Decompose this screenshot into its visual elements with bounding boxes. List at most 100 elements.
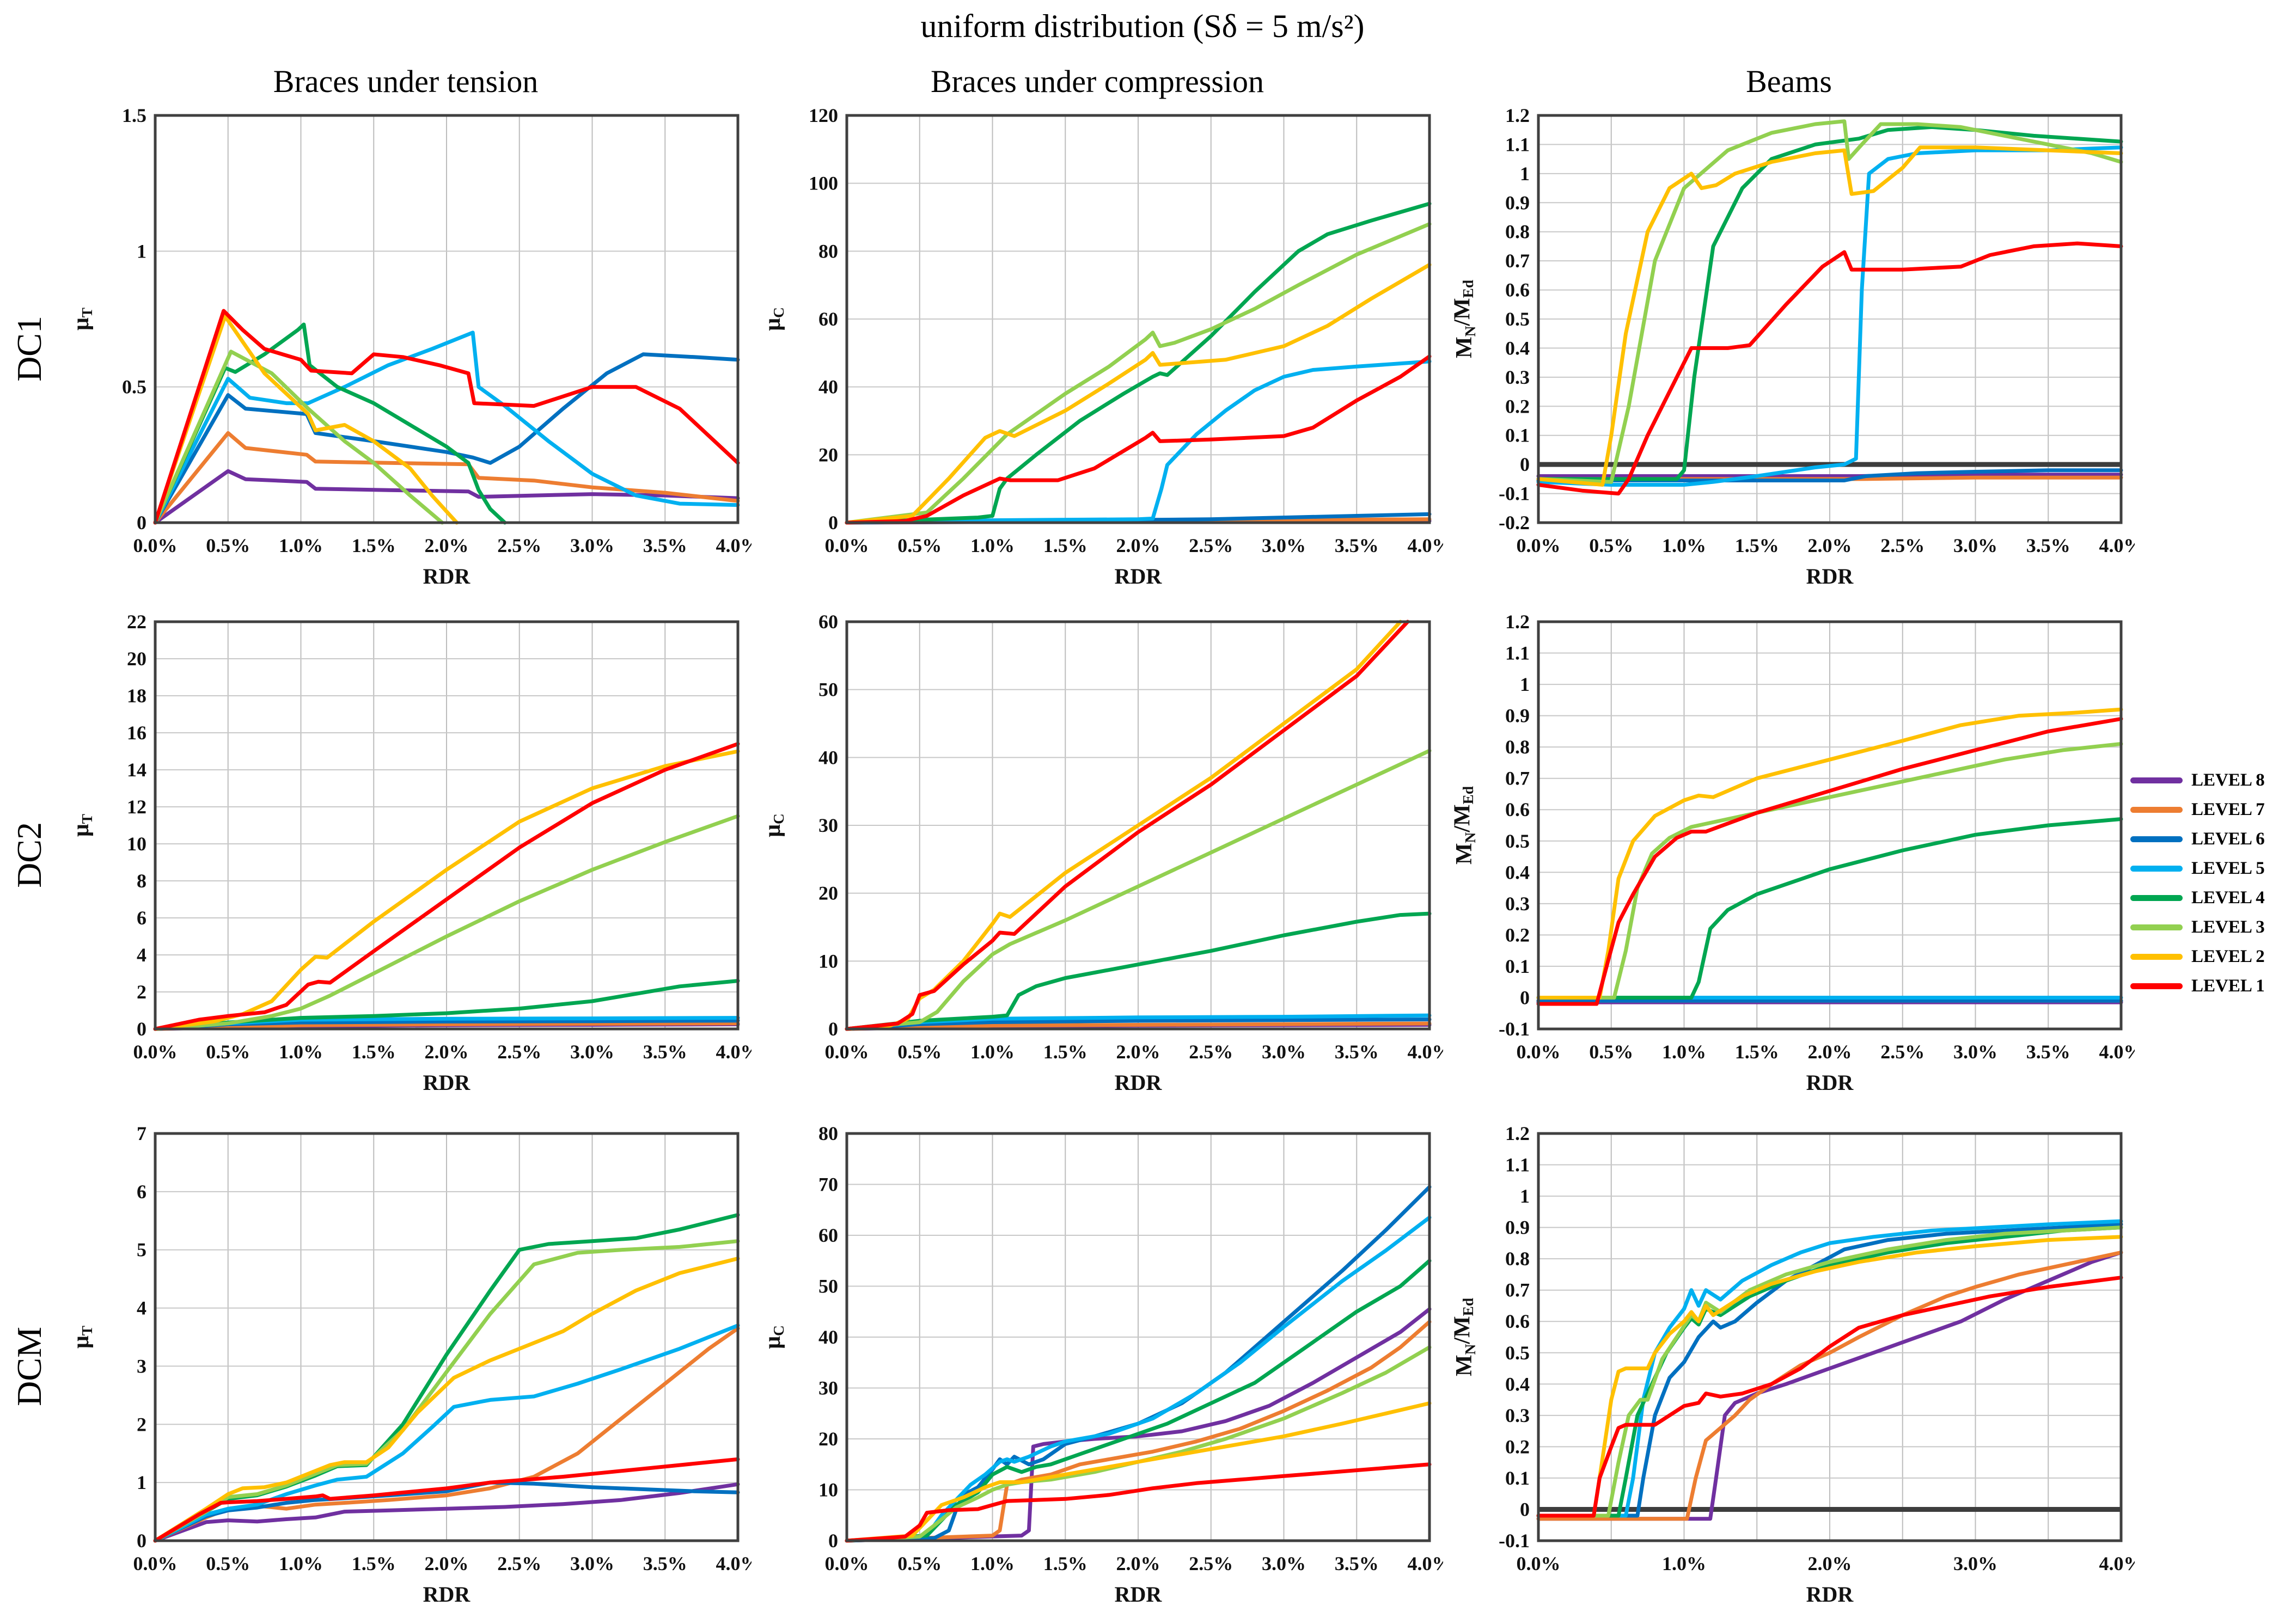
svg-text:0.5%: 0.5% [897, 1553, 942, 1574]
legend-item-level-7: LEVEL 7 [2130, 795, 2285, 824]
svg-text:6: 6 [137, 907, 146, 929]
svg-text:0.5: 0.5 [1505, 1342, 1530, 1364]
svg-text:4.0%: 4.0% [2099, 535, 2135, 556]
svg-text:1: 1 [137, 1472, 146, 1493]
svg-text:0.5%: 0.5% [897, 1041, 942, 1063]
svg-text:3.5%: 3.5% [643, 1041, 687, 1063]
svg-text:0.5%: 0.5% [1589, 535, 1633, 556]
legend-label-level-4: LEVEL 4 [2191, 887, 2265, 908]
svg-text:0.8: 0.8 [1505, 736, 1530, 758]
svg-text:MN/MEd: MN/MEd [1450, 1298, 1478, 1376]
svg-text:3.5%: 3.5% [1335, 535, 1379, 556]
legend-item-level-4: LEVEL 4 [2130, 883, 2285, 912]
svg-text:2.0%: 2.0% [425, 1041, 469, 1063]
svg-text:RDR: RDR [1806, 1070, 1854, 1095]
svg-text:1.0%: 1.0% [1662, 535, 1706, 556]
figure-title: uniform distribution (Sδ = 5 m/s²) [920, 8, 1365, 44]
svg-text:0.3: 0.3 [1505, 366, 1530, 388]
legend-swatch-level-5 [2130, 865, 2183, 872]
svg-text:8: 8 [137, 870, 146, 892]
svg-text:3.0%: 3.0% [1953, 1553, 1997, 1574]
svg-text:1.5%: 1.5% [352, 535, 396, 556]
svg-text:0.5%: 0.5% [206, 1553, 250, 1574]
legend-label-level-5: LEVEL 5 [2191, 858, 2265, 878]
svg-text:MN/MEd: MN/MEd [1450, 280, 1478, 358]
svg-text:μC: μC [760, 813, 787, 837]
svg-text:RDR: RDR [1115, 1070, 1163, 1095]
svg-text:μC: μC [760, 1325, 787, 1349]
svg-text:2.5%: 2.5% [1189, 1553, 1233, 1574]
svg-text:4.0%: 4.0% [2099, 1041, 2135, 1063]
svg-text:0.7: 0.7 [1505, 768, 1530, 789]
svg-text:2.5%: 2.5% [1880, 1041, 1924, 1063]
svg-text:2.0%: 2.0% [425, 535, 469, 556]
svg-text:2.5%: 2.5% [1880, 535, 1924, 556]
svg-text:1: 1 [1520, 673, 1530, 695]
chart-dc2-beams: -0.1 0 0.1 0.2 0.3 0.4 0.5 0.6 0.7 0.8 0.9 1 1.1 1.2 0… [1443, 610, 2143, 1100]
svg-text:MN/MEd: MN/MEd [1450, 786, 1478, 865]
svg-text:0.4: 0.4 [1505, 1373, 1530, 1395]
svg-text:3.0%: 3.0% [570, 535, 614, 556]
legend-item-level-5: LEVEL 5 [2130, 854, 2285, 883]
legend-label-level-2: LEVEL 2 [2191, 946, 2265, 966]
legend-item-level-2: LEVEL 2 [2130, 942, 2285, 971]
svg-text:16: 16 [127, 722, 146, 744]
svg-text:2.5%: 2.5% [497, 1041, 541, 1063]
row-label-dc2: DC2 [10, 822, 48, 888]
svg-text:0.3: 0.3 [1505, 1405, 1530, 1426]
svg-text:-0.1: -0.1 [1499, 1018, 1530, 1040]
svg-text:1.1: 1.1 [1505, 642, 1530, 664]
svg-text:2.0%: 2.0% [1116, 1041, 1160, 1063]
svg-text:1: 1 [1520, 1185, 1530, 1207]
svg-text:0.1: 0.1 [1505, 425, 1530, 446]
svg-text:30: 30 [818, 814, 838, 836]
svg-text:0.8: 0.8 [1505, 1248, 1530, 1270]
svg-text:14: 14 [127, 759, 146, 781]
svg-text:-0.1: -0.1 [1499, 1530, 1530, 1552]
legend-swatch-level-8 [2130, 777, 2183, 783]
svg-text:0: 0 [828, 1018, 838, 1040]
svg-text:0: 0 [1520, 454, 1530, 475]
svg-text:1.1: 1.1 [1505, 1154, 1530, 1176]
svg-text:4: 4 [137, 944, 146, 966]
svg-text:60: 60 [818, 611, 838, 633]
svg-text:2.5%: 2.5% [1189, 1041, 1233, 1063]
svg-text:0.5: 0.5 [1505, 830, 1530, 852]
svg-text:1.2: 1.2 [1505, 1123, 1530, 1144]
svg-text:RDR: RDR [423, 1582, 471, 1607]
svg-text:3.0%: 3.0% [1262, 1553, 1306, 1574]
svg-text:0.5%: 0.5% [206, 1041, 250, 1063]
svg-text:RDR: RDR [423, 564, 471, 589]
svg-text:1.5: 1.5 [122, 105, 146, 126]
svg-text:RDR: RDR [423, 1070, 471, 1095]
svg-text:0.5%: 0.5% [206, 535, 250, 556]
legend-swatch-level-6 [2130, 836, 2183, 842]
svg-text:1.5%: 1.5% [352, 1041, 396, 1063]
svg-text:3.5%: 3.5% [1335, 1041, 1379, 1063]
chart-dcm-braces-tension: 0 1 2 3 4 5 6 7 0.0% 0.5% 1.0% 1.5% 2.0% 2.5% 3.0% 3.5%… [60, 1122, 760, 1611]
svg-text:10: 10 [818, 1479, 838, 1501]
svg-text:1.5%: 1.5% [1735, 1041, 1779, 1063]
legend-item-level-8: LEVEL 8 [2130, 765, 2285, 795]
svg-text:18: 18 [127, 685, 146, 707]
svg-text:RDR: RDR [1115, 1582, 1163, 1607]
svg-text:100: 100 [809, 173, 838, 194]
svg-text:0.2: 0.2 [1505, 1436, 1530, 1457]
svg-text:2.0%: 2.0% [1116, 535, 1160, 556]
svg-text:4: 4 [137, 1297, 146, 1319]
svg-text:4.0%: 4.0% [716, 535, 752, 556]
svg-text:RDR: RDR [1806, 564, 1854, 589]
svg-text:0.2: 0.2 [1505, 924, 1530, 946]
svg-text:40: 40 [818, 1326, 838, 1348]
svg-text:0: 0 [137, 1530, 146, 1552]
svg-text:0.0%: 0.0% [825, 1553, 869, 1574]
svg-text:0.0%: 0.0% [1517, 1041, 1561, 1063]
svg-text:0.0%: 0.0% [1517, 535, 1561, 556]
svg-text:0.5%: 0.5% [897, 535, 942, 556]
svg-text:3.0%: 3.0% [570, 1553, 614, 1574]
svg-text:RDR: RDR [1115, 564, 1163, 589]
svg-text:3.5%: 3.5% [643, 535, 687, 556]
svg-text:0.7: 0.7 [1505, 1279, 1530, 1301]
svg-text:120: 120 [809, 105, 838, 126]
legend-item-level-1: LEVEL 1 [2130, 971, 2285, 1001]
